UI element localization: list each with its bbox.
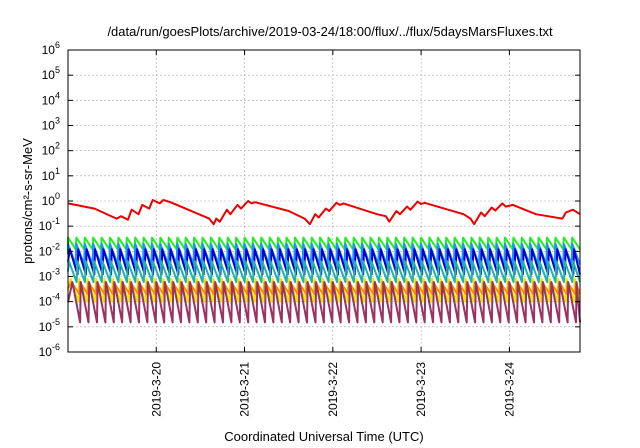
y-tick-label: 10-4 [39, 292, 60, 309]
y-tick-label: 102 [42, 141, 60, 158]
series-line-5 [67, 260, 581, 284]
x-tick-label: 2019-3-20 [149, 362, 163, 417]
x-axis-label: Coordinated Universal Time (UTC) [224, 429, 423, 444]
y-tick-label: 101 [42, 166, 60, 183]
y-tick-label: 10-2 [39, 241, 60, 258]
x-tick-label: 2019-3-21 [238, 362, 252, 417]
y-tick-label: 105 [42, 65, 60, 82]
x-tick-label: 2019-3-22 [326, 362, 340, 417]
y-axis-label: protons/cm²-s-sr-MeV [20, 138, 35, 264]
y-tick-label: 106 [42, 40, 60, 57]
series-line-1 [67, 199, 581, 226]
y-tick-label: 10-1 [39, 216, 60, 233]
chart-title: /data/run/goesPlots/archive/2019-03-24/1… [107, 24, 553, 39]
y-axis-ticks: 10-6 10-5 10-4 10-3 10-2 10-1 100 101 102 103 104 1… [39, 40, 580, 359]
y-tick-label: 100 [42, 191, 60, 208]
y-tick-label: 10-5 [39, 317, 60, 334]
y-tick-label: 103 [42, 116, 60, 133]
y-tick-label: 104 [42, 90, 60, 107]
y-tick-label: 10-6 [39, 342, 60, 359]
y-tick-label: 10-3 [39, 267, 60, 284]
x-tick-label: 2019-3-24 [502, 362, 516, 417]
series-line-8 [67, 281, 581, 324]
series-group [67, 199, 581, 324]
x-axis-ticks: 2019-3-20 2019-3-21 2019-3-22 2019-3-23 2019… [149, 50, 516, 417]
x-tick-label: 2019-3-23 [414, 362, 428, 417]
